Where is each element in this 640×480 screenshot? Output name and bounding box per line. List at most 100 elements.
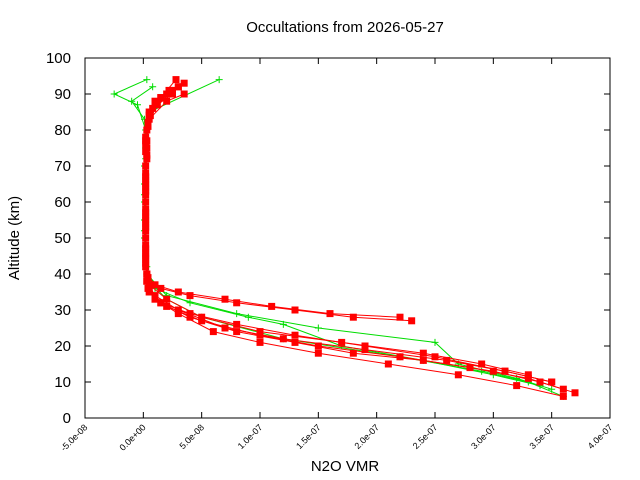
series-1-profile-5-point-3 [233, 299, 241, 307]
series-1-profile-4-point-4 [314, 349, 322, 357]
y-tick-label: 80 [54, 122, 71, 139]
series-1-profile-7-point-14 [151, 101, 159, 109]
series-1-profile-6-point-11 [145, 112, 153, 120]
series-1-profile-2-point-1 [536, 378, 544, 386]
series-1-profile-7-point-1 [501, 367, 509, 375]
series-1-profile-6-point-4 [174, 288, 182, 296]
series-1-profile-7-point-10 [142, 223, 150, 231]
series-1-profile-7-point-13 [144, 122, 152, 130]
series-1-profile-7-point-15 [165, 86, 173, 94]
chart-title: Occultations from 2026-05-27 [246, 19, 444, 36]
series-1-profile-4-point-16 [172, 76, 180, 84]
x-tick-label: 5.0e-08 [177, 422, 206, 451]
series-1-profile-3-line [145, 93, 529, 376]
x-tick-label: 2.5e-07 [411, 422, 440, 451]
series-1-profile-6-point-13 [174, 83, 182, 91]
series-0-profile-2-point-4 [279, 320, 287, 328]
series-1-profile-7-point-11 [142, 187, 150, 195]
series-0-profile-2-point-6 [186, 299, 194, 307]
series-1-profile-5-point-1 [349, 313, 357, 321]
series-1-profile-1-point-4 [279, 335, 287, 343]
series-1-profile-1-point-3 [361, 346, 369, 354]
y-tick-label: 20 [54, 338, 71, 355]
series-1-profile-3-point-0 [524, 371, 532, 379]
series-1-profile-7-point-5 [233, 320, 241, 328]
series-1-profile-0-point-4 [314, 342, 322, 350]
series-1-profile-5-point-13 [169, 90, 176, 98]
series-1-profile-4-point-7 [174, 310, 182, 318]
series-1-profile-2-point-4 [349, 349, 357, 357]
series-1-profile-0-point-1 [524, 374, 532, 382]
y-tick-label: 100 [46, 50, 71, 67]
series-1-profile-2-point-0 [571, 389, 579, 397]
series-1-profile-0-point-5 [256, 331, 264, 339]
series-1-profile-2-point-15 [149, 104, 157, 112]
series-1-profile-6-point-10 [142, 137, 150, 145]
series-0-profile-1-point-3 [431, 338, 439, 346]
series-1-profile-7-point-4 [291, 331, 299, 339]
x-tick-label: 1.5e-07 [294, 422, 323, 451]
series-0-profile-0-line [144, 79, 564, 397]
series-0-profile-1-point-4 [314, 324, 322, 332]
series-1-profile-2-point-2 [489, 367, 497, 375]
series-1-profile-4-point-0 [559, 392, 567, 400]
series-1-profile-4-point-6 [209, 328, 217, 336]
y-tick-label: 70 [54, 158, 71, 175]
series-0-profile-2-point-14 [149, 83, 157, 91]
series-1-profile-5-point-2 [291, 306, 299, 314]
series-1-profile-0-point-16 [180, 79, 188, 87]
series-1-profile-2-point-6 [233, 328, 241, 336]
series-1-profile-6-point-12 [157, 94, 165, 102]
series-1-profile-5-point-5 [157, 284, 165, 292]
series-1-profile-3-point-13 [163, 97, 171, 105]
series-1-profile-3-point-4 [256, 328, 264, 336]
x-tick-label: 1.0e-07 [236, 422, 265, 451]
series-1-profile-7-point-2 [431, 353, 439, 361]
series-0-profile-2-point-13 [128, 97, 136, 105]
series-1-profile-0-point-14 [145, 108, 153, 116]
x-tick-label: 4.0e-07 [586, 422, 615, 451]
series-1-profile-0-point-8 [145, 288, 153, 296]
series-1-profile-7-point-12 [143, 151, 151, 159]
series-0-profile-2-line [130, 86, 541, 387]
series-1-profile-3-point-1 [478, 360, 486, 368]
series-1-profile-1-point-14 [151, 97, 159, 105]
series-1-profile-7-point-6 [186, 310, 194, 318]
y-tick-label: 30 [54, 302, 71, 319]
series-1-profile-4-point-1 [513, 382, 521, 390]
series-1-profile-4-point-3 [384, 360, 392, 368]
series-1-profile-5-point-0 [408, 317, 416, 325]
y-tick-label: 0 [63, 410, 71, 427]
series-1-profile-2-point-5 [291, 338, 299, 346]
series-1-profile-4-point-9 [143, 277, 151, 285]
series-1-profile-3-point-2 [419, 349, 427, 357]
y-tick-label: 50 [54, 230, 71, 247]
plot-frame [84, 57, 611, 419]
series-0-profile-1-point-12 [134, 101, 141, 109]
series-0-profile-1-point-0 [548, 385, 556, 393]
series-0-profile-0-point-13 [215, 76, 223, 84]
series-1-profile-7-line [145, 90, 552, 383]
series-0-profile-1-point-13 [110, 90, 118, 98]
y-tick-label: 10 [54, 374, 71, 391]
series-1-profile-3-point-14 [180, 90, 188, 98]
series-1-profile-6-point-3 [221, 295, 229, 303]
x-tick-label: 3.0e-07 [469, 422, 498, 451]
series-1-profile-4-point-2 [454, 371, 462, 379]
series-1-profile-1-line [145, 89, 552, 383]
x-tick-label: 2.0e-07 [352, 422, 381, 451]
series-1-profile-7-point-9 [142, 259, 150, 267]
series-1-profile-7-point-3 [361, 342, 369, 350]
series-1-profile-0-point-13 [142, 133, 150, 141]
series-1-profile-4-line [145, 79, 564, 397]
series-1-profile-6-point-2 [268, 302, 276, 310]
series-1-profile-5-point-6 [144, 274, 152, 282]
x-axis-label: N2O VMR [311, 458, 380, 475]
series-1-profile-6-point-1 [326, 310, 334, 318]
y-tick-label: 90 [54, 86, 71, 103]
series-1-profile-7-point-8 [144, 284, 152, 292]
y-axis-label: Altitude (km) [6, 196, 23, 280]
series-1-profile-1-point-2 [443, 356, 451, 364]
x-tick-label: 3.5e-07 [527, 422, 556, 451]
